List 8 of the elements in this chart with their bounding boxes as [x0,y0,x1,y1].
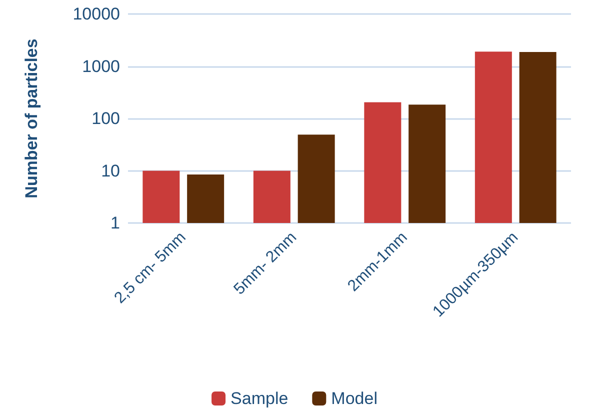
y-tick-label: 1000 [82,56,120,76]
y-tick-label: 10 [101,161,120,180]
y-tick-label: 1 [110,214,120,232]
y-tick-label: 100 [92,109,120,128]
legend-label: Model [331,389,378,408]
legend-label: Sample [230,389,288,408]
y-axis-title: Number of particles [22,38,41,198]
y-tick-label: 10000 [72,4,120,24]
